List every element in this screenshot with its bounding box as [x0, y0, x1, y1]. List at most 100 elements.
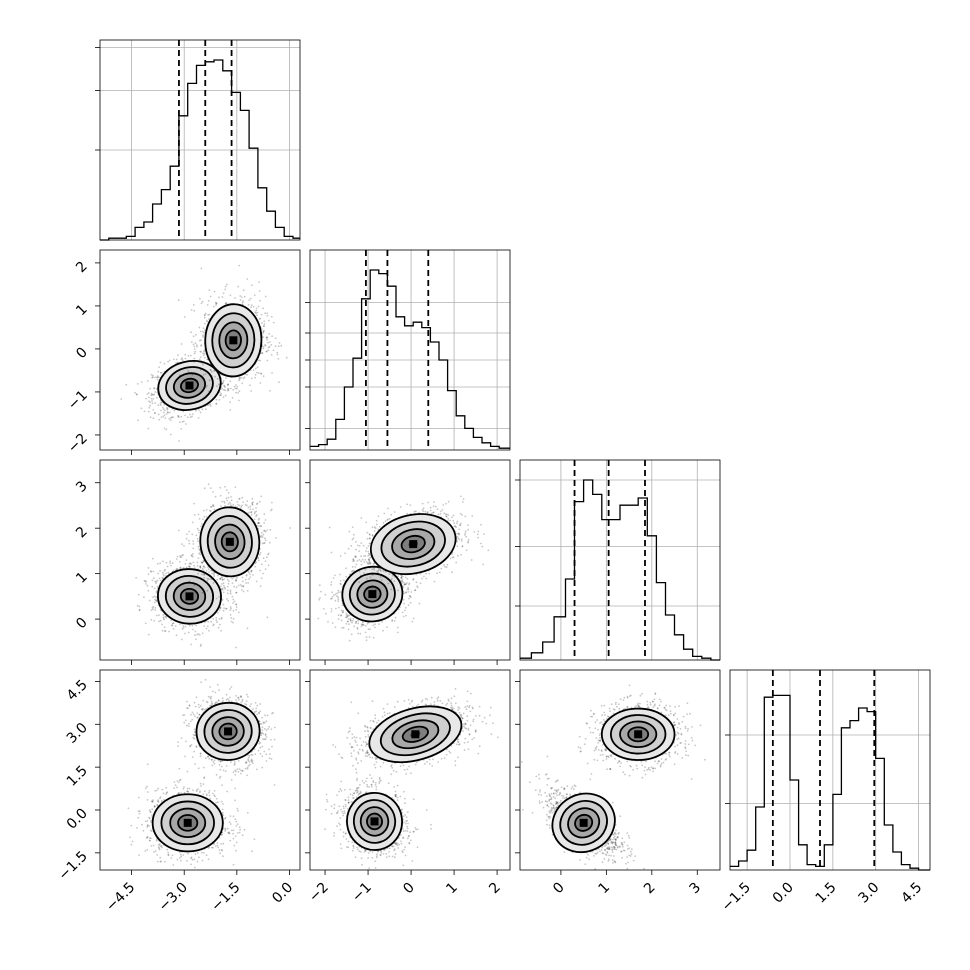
- scatter-point: [260, 532, 263, 534]
- scatter-point: [235, 603, 237, 606]
- scatter-point: [193, 357, 196, 360]
- scatter-point: [227, 496, 230, 499]
- scatter-point: [161, 571, 164, 574]
- scatter-point: [234, 486, 237, 488]
- scatter-point: [232, 609, 235, 612]
- scatter-point: [227, 387, 229, 390]
- scatter-point: [197, 545, 200, 548]
- scatter-point: [255, 309, 258, 312]
- scatter-point: [263, 329, 265, 332]
- scatter-point: [260, 535, 263, 537]
- scatter-point: [156, 562, 159, 565]
- scatter-point: [257, 522, 259, 524]
- scatter-point: [207, 313, 210, 316]
- scatter-point: [219, 577, 222, 580]
- scatter-point: [227, 503, 230, 505]
- scatter-point: [181, 628, 184, 630]
- scatter-point: [255, 561, 257, 564]
- scatter-point: [179, 554, 182, 557]
- scatter-point: [219, 384, 222, 387]
- scatter-point: [159, 619, 162, 622]
- scatter-point: [268, 332, 271, 335]
- scatter-point: [240, 377, 243, 379]
- scatter-point: [150, 373, 153, 376]
- scatter-point: [222, 591, 225, 594]
- scatter-point: [208, 318, 210, 320]
- scatter-point: [254, 565, 257, 568]
- scatter-point: [249, 384, 251, 387]
- scatter-point: [206, 304, 209, 306]
- contour-line-0: [204, 303, 263, 378]
- scatter-point: [188, 580, 191, 583]
- scatter-point: [166, 565, 169, 568]
- scatter-point: [207, 620, 210, 623]
- scatter-point: [262, 347, 265, 350]
- scatter-point: [181, 420, 184, 423]
- scatter-point: [274, 345, 277, 348]
- scatter-point: [255, 307, 258, 310]
- scatter-point: [125, 383, 128, 386]
- scatter-point: [250, 377, 253, 380]
- scatter-point: [193, 345, 196, 348]
- scatter-point: [270, 315, 273, 318]
- scatter-point: [209, 509, 211, 512]
- scatter-point: [262, 336, 264, 339]
- scatter-point: [352, 618, 355, 620]
- scatter-point: [350, 620, 352, 622]
- scatter-point: [201, 362, 204, 364]
- scatter-point: [200, 351, 203, 353]
- scatter-point: [147, 633, 150, 636]
- scatter-point: [193, 348, 196, 350]
- scatter-point: [192, 543, 195, 545]
- scatter-point: [266, 336, 269, 339]
- scatter-point: [148, 406, 151, 409]
- scatter-point: [169, 411, 171, 414]
- scatter-point: [264, 312, 267, 315]
- scatter-point: [202, 334, 204, 337]
- scatter-point: [177, 354, 179, 356]
- scatter-point: [349, 614, 351, 616]
- scatter-point: [253, 512, 256, 515]
- scatter-point: [154, 412, 156, 414]
- scatter-point: [227, 389, 230, 392]
- scatter-point: [331, 595, 334, 598]
- scatter-point: [224, 485, 226, 488]
- scatter-point: [263, 513, 266, 516]
- scatter-point: [235, 387, 238, 390]
- scatter-point: [143, 579, 146, 582]
- scatter-point: [134, 391, 136, 394]
- scatter-point: [240, 589, 243, 591]
- scatter-point: [255, 510, 258, 513]
- contour-line-2: [172, 372, 206, 399]
- scatter-point: [200, 359, 202, 362]
- scatter-point: [262, 330, 265, 333]
- scatter-point: [251, 502, 254, 504]
- scatter-point: [199, 566, 202, 569]
- scatter-point: [252, 306, 255, 308]
- scatter-point: [203, 352, 206, 355]
- scatter-point: [220, 618, 223, 620]
- scatter-point: [215, 304, 217, 306]
- scatter-point: [247, 304, 250, 306]
- scatter-point: [204, 621, 206, 624]
- scatter-point: [201, 591, 204, 594]
- scatter-point: [232, 503, 235, 506]
- scatter-point: [171, 624, 174, 627]
- scatter-point: [193, 584, 196, 586]
- scatter-point: [178, 374, 181, 376]
- scatter-point: [433, 580, 436, 583]
- scatter-point: [233, 385, 236, 388]
- scatter-point: [256, 311, 259, 314]
- scatter-point: [165, 413, 168, 415]
- scatter-point: [156, 587, 159, 590]
- scatter-point: [193, 564, 196, 567]
- scatter-point: [250, 569, 252, 572]
- scatter-point: [213, 575, 216, 577]
- scatter-point: [184, 353, 187, 356]
- scatter-point: [198, 358, 201, 361]
- scatter-point: [200, 561, 203, 564]
- scatter-point: [320, 590, 322, 593]
- scatter-point: [266, 616, 269, 619]
- scatter-point: [270, 344, 273, 346]
- scatter-point: [154, 376, 156, 379]
